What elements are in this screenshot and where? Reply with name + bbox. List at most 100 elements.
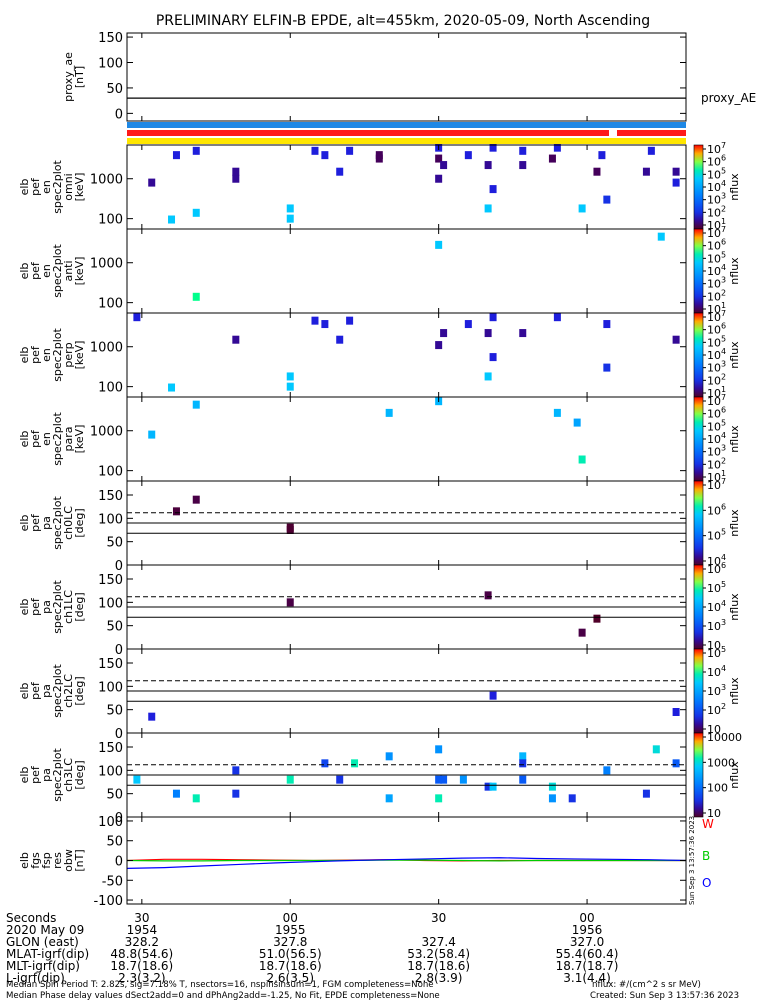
y-axis-label: pef [29,429,42,448]
y-axis-label: pa [40,768,53,782]
panel-frame [126,32,687,122]
heatmap-cell [321,320,329,329]
colorbar-tick-label: 10 [707,471,721,484]
heatmap-cell [593,167,601,176]
heatmap-cell [168,383,176,392]
heatmap-cell [286,214,294,223]
heatmap-cell [489,185,497,194]
colorbar-label: nflux [728,341,741,369]
heatmap-cell [133,775,141,784]
x-axis-row-value: 30 [134,911,149,925]
heatmap-cell [311,146,319,155]
heatmap-cell [336,167,344,176]
colorbar-tick-label: 10 [707,395,721,408]
colorbar-label: nflux [728,761,741,789]
y-axis-label: elb [18,599,31,616]
x-axis-row-value: 327.8 [273,935,307,949]
heatmap-cell [321,151,329,160]
colorbar-tick-exponent: 5 [721,166,726,175]
heatmap-cell [232,789,240,798]
y-axis-label: pef [29,177,42,196]
y-tick-label: 0 [115,855,123,870]
heatmap-cell [336,335,344,344]
y-axis-label: para [62,427,75,452]
y-axis-label: obw [62,849,75,872]
colorbar-tick-exponent: 6 [721,154,726,163]
y-axis-label: spec2plot [51,328,64,382]
y-axis-label: pef [29,513,42,532]
y-axis-label: spec2plot [51,160,64,214]
y-axis-label: [keV] [73,341,86,370]
heatmap-cell [519,759,527,768]
x-axis-row-value: 1954 [127,923,158,937]
panel-frame [126,396,687,482]
y-tick-label: -50 [102,874,123,889]
colorbar-tick-exponent: 6 [721,561,726,570]
heatmap-cell [672,335,680,344]
y-axis-label: perp [62,342,75,367]
colorbar-tick-exponent: 4 [721,599,726,608]
heatmap-cell [519,775,527,784]
footer-line-2-right: Created: Sun Sep 3 13:57:36 2023 [590,991,739,1000]
heatmap-cell [286,526,294,534]
heatmap-cell [578,204,586,213]
y-axis-label: pa [40,516,53,530]
heatmap-cell [192,292,200,301]
heatmap-cell [435,240,443,249]
heatmap-cell [435,341,443,350]
colorbar-tick-label: 10 [707,555,721,568]
colorbar-tick-exponent: 6 [721,406,726,415]
colorbar-tick-exponent: 3 [721,618,726,627]
colorbar-tick-exponent: 5 [721,334,726,343]
y-axis-label: elb [18,179,31,196]
x-axis-row-value: 30 [431,911,446,925]
right-series-label: proxy_AE [701,91,756,105]
colorbar-tick-exponent: 4 [721,179,726,188]
y-tick-label: 100 [98,764,123,779]
plot-title: PRELIMINARY ELFIN-B EPDE, alt=455km, 202… [156,13,650,29]
y-tick-label: 0 [115,643,123,658]
y-tick-label: 150 [98,31,123,46]
colorbar-tick-exponent: 2 [721,456,726,465]
heatmap-cell [321,759,329,768]
status-bar-blue [127,122,686,128]
heatmap-cell [672,708,680,716]
colorbar-tick-exponent: 6 [721,322,726,331]
heatmap-cell [192,794,200,803]
y-axis-label: [keV] [73,173,86,202]
heatmap-cell [172,789,180,798]
heatmap-cell [435,775,443,784]
y-axis-label: fsp [40,852,53,869]
y-axis-label: omni [62,173,75,200]
colorbar-tick-exponent: 1 [721,301,726,310]
heatmap-cell [578,628,586,637]
heatmap-cell [385,408,393,417]
panel-frame [126,312,687,398]
series-line [126,857,687,870]
heatmap-cell [484,591,492,600]
heatmap-cell [435,745,443,754]
colorbar [693,732,704,818]
footer-line-1: Median Spin Period T: 2.82s, sig=7.18% T… [6,980,434,990]
y-tick-label: 1000 [90,173,123,188]
y-axis-label: elb [18,767,31,784]
x-axis-row-value: 55.4(60.4) [556,947,619,961]
colorbar-tick-label: 10 [707,639,721,652]
heatmap-cell [192,208,200,217]
heatmap-cell [192,146,200,155]
colorbar-tick-label: 10 [707,666,721,679]
y-axis-label: [keV] [73,257,86,286]
x-axis-row-value: 2.3(3.2) [118,971,166,985]
y-tick-label: 150 [98,741,123,756]
heatmap-cell [385,794,393,803]
y-tick-label: 0 [115,559,123,574]
heatmap-cell [484,204,492,213]
colorbar-tick-exponent: 1 [721,469,726,478]
x-axis-row-value: 48.8(54.6) [110,947,173,961]
colorbar-label: nflux [728,173,741,201]
x-axis-row-label: Seconds [6,911,56,925]
heatmap-cell [484,161,492,170]
heatmap-cell [603,363,611,372]
colorbar-tick-label: 10 [707,504,721,517]
colorbar-tick-exponent: 4 [721,553,726,562]
